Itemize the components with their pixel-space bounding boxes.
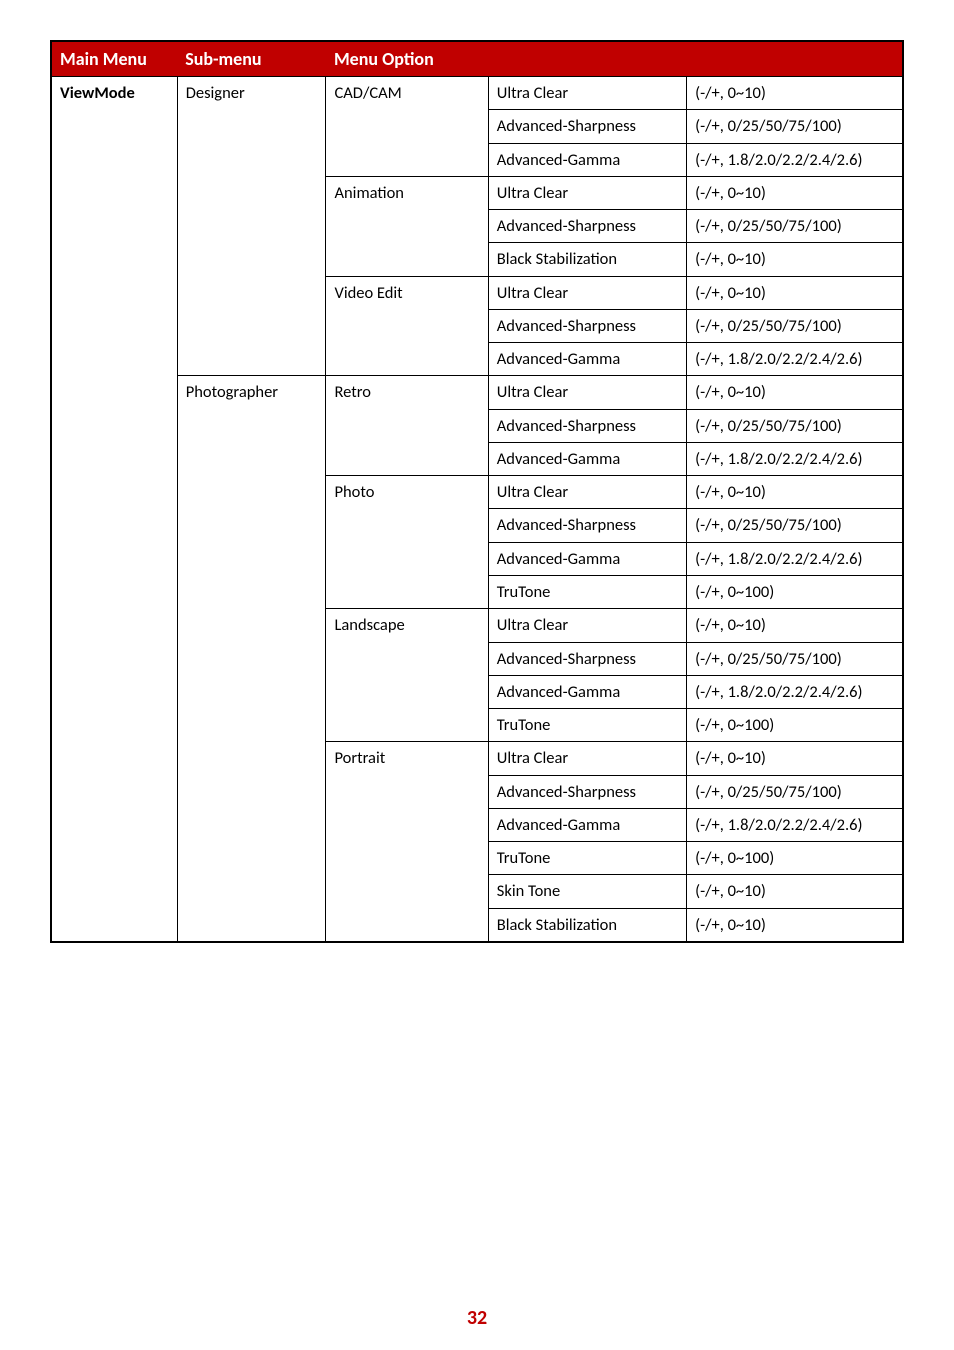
param-label-cell: Advanced-Sharpness [488, 509, 686, 542]
param-label-cell: Skin Tone [488, 875, 686, 908]
header-blank-1 [488, 41, 686, 77]
menu-option-cell: Animation [326, 176, 488, 276]
param-range-cell: (-/+, 0~10) [687, 875, 903, 908]
param-label-cell: Advanced-Gamma [488, 442, 686, 475]
param-label-cell: Ultra Clear [488, 376, 686, 409]
menu-option-cell: Landscape [326, 609, 488, 742]
main-menu-cell: ViewMode [51, 77, 177, 942]
param-label-cell: Advanced-Gamma [488, 343, 686, 376]
param-range-cell: (-/+, 0/25/50/75/100) [687, 642, 903, 675]
header-sub-menu: Sub-menu [177, 41, 326, 77]
menu-option-cell: Video Edit [326, 276, 488, 376]
param-label-cell: Ultra Clear [488, 77, 686, 110]
header-menu-option: Menu Option [326, 41, 488, 77]
param-range-cell: (-/+, 0~10) [687, 376, 903, 409]
param-label-cell: Advanced-Gamma [488, 542, 686, 575]
param-label-cell: Advanced-Sharpness [488, 775, 686, 808]
param-label-cell: TruTone [488, 842, 686, 875]
sub-menu-cell: Designer [177, 77, 326, 376]
menu-option-cell: CAD/CAM [326, 77, 488, 177]
param-range-cell: (-/+, 0~10) [687, 243, 903, 276]
menu-options-table: Main Menu Sub-menu Menu Option ViewModeD… [50, 40, 904, 943]
param-range-cell: (-/+, 0/25/50/75/100) [687, 775, 903, 808]
header-blank-2 [687, 41, 903, 77]
param-range-cell: (-/+, 0~10) [687, 276, 903, 309]
table-header-row: Main Menu Sub-menu Menu Option [51, 41, 903, 77]
param-label-cell: Ultra Clear [488, 276, 686, 309]
param-range-cell: (-/+, 1.8/2.0/2.2/2.4/2.6) [687, 675, 903, 708]
param-range-cell: (-/+, 0/25/50/75/100) [687, 110, 903, 143]
menu-option-cell: Portrait [326, 742, 488, 942]
table-row: PhotographerRetroUltra Clear(-/+, 0~10) [51, 376, 903, 409]
param-range-cell: (-/+, 0~10) [687, 176, 903, 209]
param-range-cell: (-/+, 0~10) [687, 609, 903, 642]
param-label-cell: TruTone [488, 709, 686, 742]
param-range-cell: (-/+, 1.8/2.0/2.2/2.4/2.6) [687, 343, 903, 376]
param-label-cell: Advanced-Sharpness [488, 409, 686, 442]
sub-menu-cell: Photographer [177, 376, 326, 942]
param-label-cell: Black Stabilization [488, 243, 686, 276]
param-label-cell: TruTone [488, 575, 686, 608]
param-range-cell: (-/+, 1.8/2.0/2.2/2.4/2.6) [687, 143, 903, 176]
table-body: ViewModeDesignerCAD/CAMUltra Clear(-/+, … [51, 77, 903, 942]
header-main-menu: Main Menu [51, 41, 177, 77]
param-label-cell: Ultra Clear [488, 476, 686, 509]
param-label-cell: Advanced-Gamma [488, 808, 686, 841]
param-range-cell: (-/+, 0~100) [687, 709, 903, 742]
menu-option-cell: Photo [326, 476, 488, 609]
param-range-cell: (-/+, 0/25/50/75/100) [687, 409, 903, 442]
param-range-cell: (-/+, 0~10) [687, 77, 903, 110]
param-label-cell: Ultra Clear [488, 609, 686, 642]
param-range-cell: (-/+, 0~100) [687, 575, 903, 608]
param-label-cell: Advanced-Sharpness [488, 110, 686, 143]
param-range-cell: (-/+, 1.8/2.0/2.2/2.4/2.6) [687, 542, 903, 575]
table-row: ViewModeDesignerCAD/CAMUltra Clear(-/+, … [51, 77, 903, 110]
page-number: 32 [0, 1306, 954, 1330]
param-range-cell: (-/+, 1.8/2.0/2.2/2.4/2.6) [687, 442, 903, 475]
param-range-cell: (-/+, 0~10) [687, 742, 903, 775]
param-range-cell: (-/+, 0/25/50/75/100) [687, 509, 903, 542]
param-label-cell: Advanced-Sharpness [488, 210, 686, 243]
param-label-cell: Ultra Clear [488, 742, 686, 775]
param-range-cell: (-/+, 0~100) [687, 842, 903, 875]
menu-option-cell: Retro [326, 376, 488, 476]
param-label-cell: Advanced-Sharpness [488, 309, 686, 342]
param-label-cell: Black Stabilization [488, 908, 686, 942]
param-label-cell: Advanced-Gamma [488, 143, 686, 176]
param-label-cell: Advanced-Sharpness [488, 642, 686, 675]
param-label-cell: Ultra Clear [488, 176, 686, 209]
param-range-cell: (-/+, 0/25/50/75/100) [687, 210, 903, 243]
param-label-cell: Advanced-Gamma [488, 675, 686, 708]
param-range-cell: (-/+, 1.8/2.0/2.2/2.4/2.6) [687, 808, 903, 841]
param-range-cell: (-/+, 0/25/50/75/100) [687, 309, 903, 342]
param-range-cell: (-/+, 0~10) [687, 476, 903, 509]
param-range-cell: (-/+, 0~10) [687, 908, 903, 942]
